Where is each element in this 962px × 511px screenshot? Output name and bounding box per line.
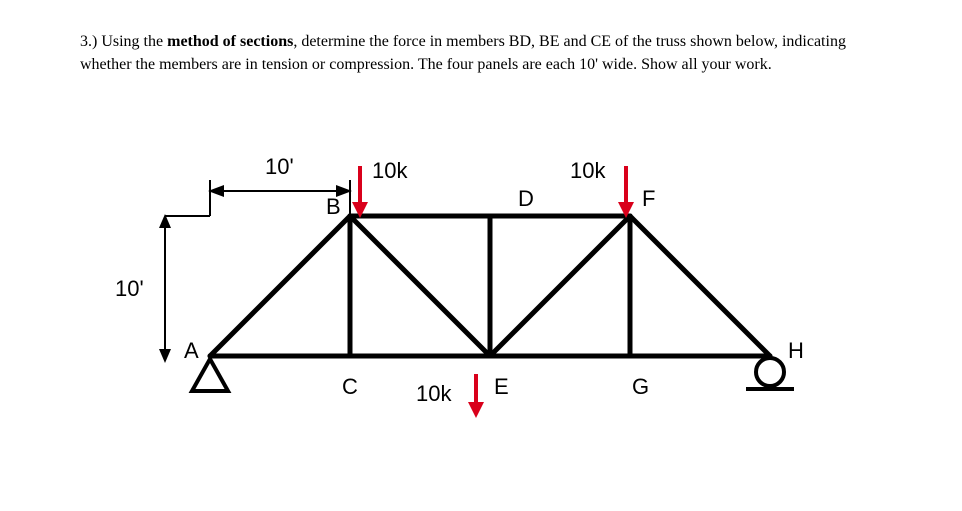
problem-number: 3.): [80, 33, 97, 50]
node-a-label: A: [184, 338, 199, 363]
load-at-f: 10k: [570, 158, 634, 218]
truss-members: [210, 216, 770, 356]
height-label: 10': [115, 276, 144, 301]
load-b-label: 10k: [372, 158, 408, 183]
roller-support-h: [746, 358, 794, 389]
node-g-label: G: [632, 374, 649, 399]
panel-label: 10': [265, 154, 294, 179]
node-f-label: F: [642, 186, 655, 211]
node-h-label: H: [788, 338, 804, 363]
node-e-label: E: [494, 374, 509, 399]
problem-statement: 3.) Using the method of sections, determ…: [80, 30, 882, 76]
node-d-label: D: [518, 186, 534, 211]
node-c-label: C: [342, 374, 358, 399]
load-at-e: 10k: [416, 374, 484, 418]
load-f-label: 10k: [570, 158, 606, 183]
pin-support-a: [192, 359, 228, 391]
truss-diagram: 10' 10' 10k: [80, 106, 880, 436]
node-b-label: B: [326, 194, 341, 219]
problem-text-1: Using the: [101, 33, 167, 50]
load-e-label: 10k: [416, 381, 452, 406]
load-at-b: 10k: [352, 158, 408, 218]
problem-bold: method of sections: [167, 33, 293, 50]
